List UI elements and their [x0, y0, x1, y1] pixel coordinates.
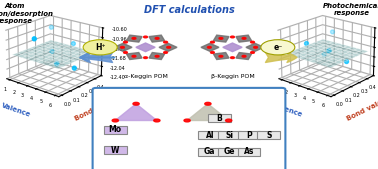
Circle shape	[112, 119, 118, 122]
FancyBboxPatch shape	[257, 131, 280, 139]
Circle shape	[242, 38, 246, 39]
Text: DFT calculations: DFT calculations	[144, 5, 234, 15]
Circle shape	[231, 36, 234, 38]
Text: Atom sorption/desorption
response: Atom sorption/desorption response	[0, 3, 54, 23]
FancyArrowPatch shape	[80, 52, 113, 63]
Polygon shape	[187, 104, 229, 120]
FancyBboxPatch shape	[93, 88, 285, 169]
Circle shape	[132, 38, 136, 39]
FancyBboxPatch shape	[198, 148, 221, 156]
FancyBboxPatch shape	[218, 148, 241, 156]
Circle shape	[208, 46, 211, 48]
Text: H⁺: H⁺	[95, 43, 105, 52]
Circle shape	[226, 119, 232, 122]
FancyBboxPatch shape	[104, 146, 127, 154]
X-axis label: Valence: Valence	[273, 103, 304, 118]
Circle shape	[155, 55, 159, 57]
Circle shape	[219, 38, 223, 39]
Y-axis label: Bond valence: Bond valence	[74, 93, 124, 122]
Text: S: S	[266, 130, 271, 140]
Circle shape	[124, 41, 127, 43]
Text: Mo: Mo	[109, 125, 122, 135]
Text: W: W	[111, 146, 119, 155]
Circle shape	[144, 36, 147, 38]
Circle shape	[261, 40, 295, 55]
FancyBboxPatch shape	[238, 148, 260, 156]
Circle shape	[219, 55, 223, 57]
Circle shape	[205, 102, 211, 105]
Circle shape	[251, 41, 254, 43]
Text: Photochemical
response: Photochemical response	[323, 3, 378, 16]
Text: β-Keggin POM: β-Keggin POM	[211, 74, 254, 79]
Y-axis label: Bond valence: Bond valence	[346, 93, 378, 122]
Circle shape	[144, 57, 147, 58]
Circle shape	[164, 52, 167, 53]
FancyBboxPatch shape	[104, 126, 127, 134]
Circle shape	[251, 52, 254, 53]
Text: Ga: Ga	[204, 147, 215, 156]
Text: As: As	[244, 147, 254, 156]
Circle shape	[184, 119, 190, 122]
FancyBboxPatch shape	[208, 114, 231, 122]
FancyArrowPatch shape	[265, 52, 297, 63]
Circle shape	[254, 46, 257, 48]
FancyBboxPatch shape	[198, 131, 221, 139]
Text: Al: Al	[206, 130, 214, 140]
Polygon shape	[115, 104, 157, 120]
Text: α-Keggin POM: α-Keggin POM	[124, 74, 167, 79]
Text: P: P	[246, 130, 252, 140]
Circle shape	[83, 40, 117, 55]
Circle shape	[154, 119, 160, 122]
FancyBboxPatch shape	[218, 131, 241, 139]
Text: Ge: Ge	[224, 147, 235, 156]
Circle shape	[211, 52, 214, 53]
Circle shape	[121, 46, 124, 48]
Text: e⁻: e⁻	[273, 43, 282, 52]
Circle shape	[242, 55, 246, 57]
Text: Si: Si	[225, 130, 234, 140]
Circle shape	[124, 52, 127, 53]
Circle shape	[133, 102, 139, 105]
Circle shape	[231, 57, 234, 58]
Circle shape	[167, 46, 170, 48]
Circle shape	[132, 55, 136, 57]
FancyBboxPatch shape	[238, 131, 260, 139]
Circle shape	[164, 41, 167, 43]
Circle shape	[155, 38, 159, 39]
Circle shape	[211, 41, 214, 43]
Text: B: B	[216, 114, 222, 123]
X-axis label: Valence: Valence	[1, 103, 32, 118]
